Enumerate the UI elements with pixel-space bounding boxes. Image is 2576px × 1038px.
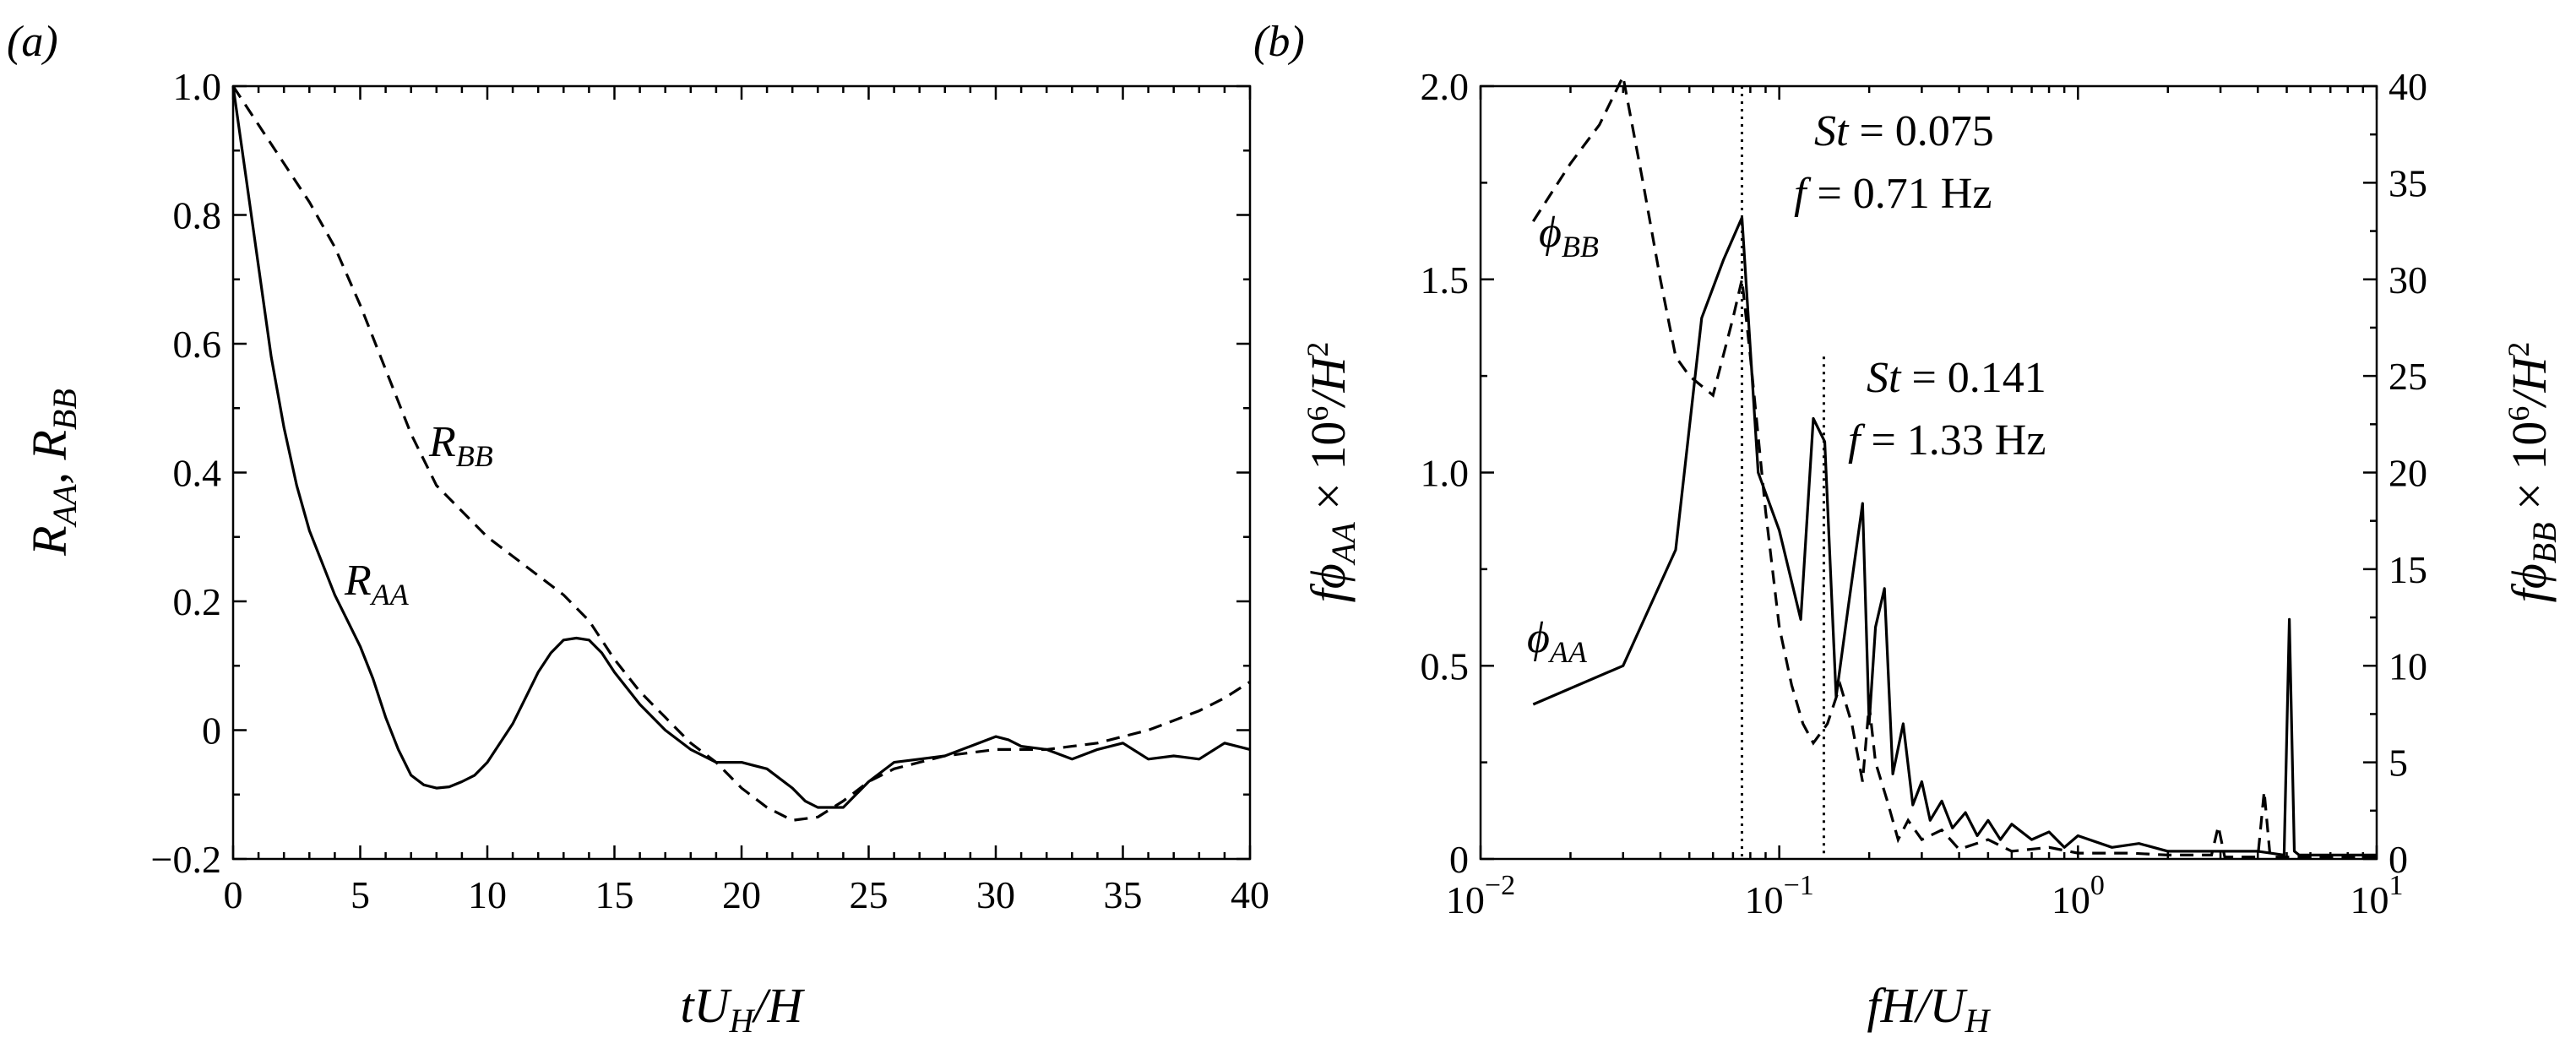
b-left-y-tick-label: 0.5 <box>1421 644 1470 687</box>
panel-a: (a) 0 5 10 15 20 25 30 35 40 −0.200.20.40.60.81.… <box>7 18 1269 1038</box>
b-right-y-tick-label: 25 <box>2389 355 2427 398</box>
series-line-phi-aa <box>1532 216 2377 856</box>
b-right-y-tick-label: 30 <box>2389 258 2427 302</box>
a-y-tick-label: 0.8 <box>173 194 222 237</box>
a-y-tick-label: 1.0 <box>173 65 222 108</box>
b-right-y-tick-label: 20 <box>2389 452 2427 495</box>
a-y-tick-label: 0.2 <box>173 580 222 623</box>
b-right-y-tick-label: 40 <box>2389 65 2427 108</box>
panel-b-x-ticks: 10−2 10−1 100 101 <box>1446 86 2404 921</box>
series-line-phi-bb <box>1531 72 2377 859</box>
annotation-f-071: f = 0.71 Hz <box>1794 170 1992 218</box>
b-left-y-tick-label: 1.5 <box>1421 258 1470 302</box>
label-r-bb: RBB <box>428 418 493 473</box>
b-right-y-tick-label: 15 <box>2389 548 2427 591</box>
a-x-tick-label: 30 <box>976 873 1015 916</box>
panel-b-right-y-axis-label: fϕBB × 106/H2 <box>2502 342 2563 603</box>
b-x-tick-label: 100 <box>2052 870 2105 921</box>
b-x-tick-label: 10−2 <box>1446 870 1515 921</box>
annotation-f-133: f = 1.33 Hz <box>1848 416 2046 465</box>
a-x-tick-label: 10 <box>468 873 507 916</box>
panel-a-label: (a) <box>7 18 58 66</box>
annotation-st-0075: St = 0.075 <box>1814 107 1994 155</box>
a-y-tick-label: 0 <box>202 709 221 753</box>
series-line-r-bb <box>231 85 1251 822</box>
b-left-y-tick-label: 0 <box>1449 838 1469 881</box>
panel-b-left-y-ticks: 0 0.5 1.0 1.5 2.0 <box>1421 65 1494 881</box>
panel-b-x-axis-label: fH/UH <box>1867 978 1992 1038</box>
panel-b: (b) 10−2 10−1 100 101 0 0.5 1.0 1.5 2.0 0 5 10 15 2… <box>1253 18 2563 1038</box>
a-x-tick-label: 5 <box>351 873 370 916</box>
panel-a-x-axis-label: tUH/H <box>681 978 806 1038</box>
a-x-tick-label: 40 <box>1231 873 1269 916</box>
a-y-tick-label: −0.2 <box>151 838 221 881</box>
label-phi-aa: ϕAA <box>1527 614 1588 669</box>
b-right-y-tick-label: 10 <box>2389 644 2427 687</box>
series-line-r-aa <box>231 85 1251 809</box>
panel-a-series <box>231 85 1251 822</box>
panel-b-series <box>1531 72 2377 859</box>
panel-b-left-y-axis-label: fϕAA × 106/H2 <box>1301 342 1362 603</box>
a-x-tick-label: 0 <box>224 873 243 916</box>
a-x-tick-label: 20 <box>722 873 761 916</box>
b-left-y-tick-label: 2.0 <box>1421 65 1470 108</box>
a-x-tick-label: 15 <box>595 873 634 916</box>
b-x-tick-label: 10−1 <box>1745 870 1814 921</box>
panel-a-y-axis-label: RAA, RBB <box>22 389 84 557</box>
b-x-tick-label: 101 <box>2350 870 2404 921</box>
b-right-y-tick-label: 5 <box>2389 742 2408 785</box>
label-phi-bb: ϕBB <box>1539 209 1599 264</box>
a-y-tick-label: 0.6 <box>173 323 222 366</box>
label-r-aa: RAA <box>344 557 410 611</box>
panel-a-y-ticks: −0.2 0 0.2 0.4 0.6 0.8 1.0 <box>151 65 1250 881</box>
a-y-tick-label: 0.4 <box>173 452 222 495</box>
b-right-y-tick-label: 0 <box>2389 838 2408 881</box>
annotation-st-0141: St = 0.141 <box>1867 354 2046 402</box>
panel-a-x-ticks: 0 5 10 15 20 25 30 35 40 <box>224 86 1269 916</box>
a-x-tick-label: 25 <box>850 873 889 916</box>
panel-b-label: (b) <box>1253 18 1305 66</box>
b-right-y-tick-label: 35 <box>2389 161 2427 204</box>
b-left-y-tick-label: 1.0 <box>1421 452 1470 495</box>
panel-b-right-y-ticks: 0 5 10 15 20 25 30 35 40 <box>2363 65 2427 881</box>
a-x-tick-label: 35 <box>1104 873 1143 916</box>
